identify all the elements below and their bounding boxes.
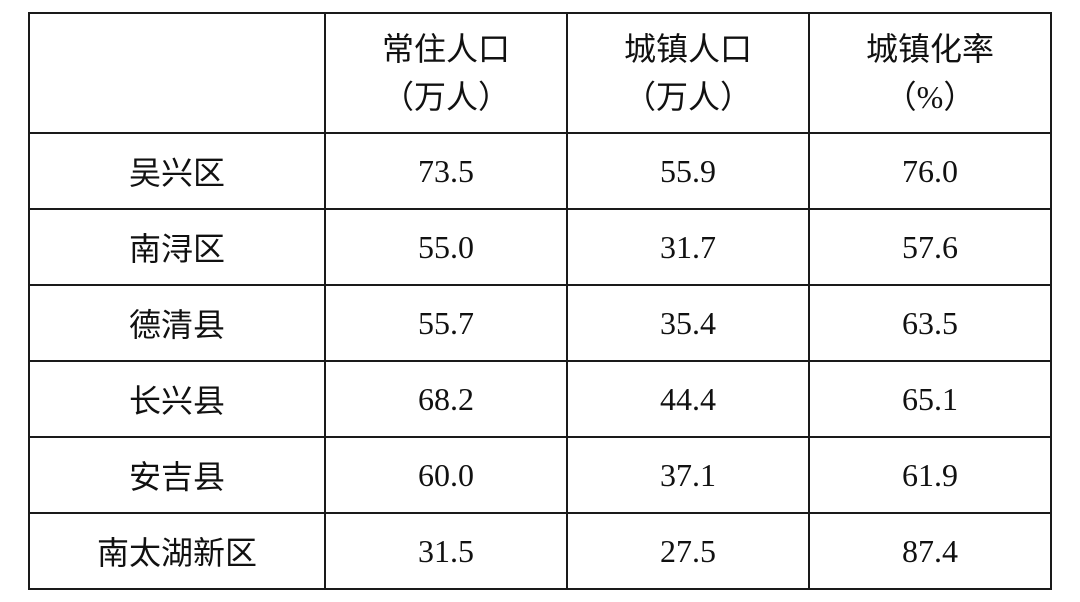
cell-rate: 87.4: [809, 513, 1051, 589]
header-urban: 城镇人口 （万人）: [567, 13, 809, 133]
header-urban-line1: 城镇人口: [568, 25, 808, 73]
population-table-wrapper: 常住人口 （万人） 城镇人口 （万人） 城镇化率 （%） 吴兴区 73.5 55…: [0, 0, 1080, 602]
cell-region: 吴兴区: [29, 133, 325, 209]
header-rate-line1: 城镇化率: [810, 25, 1050, 73]
table-row: 安吉县 60.0 37.1 61.9: [29, 437, 1051, 513]
cell-resident: 68.2: [325, 361, 567, 437]
cell-urban: 35.4: [567, 285, 809, 361]
header-rate-line2: （%）: [810, 73, 1050, 121]
cell-urban: 27.5: [567, 513, 809, 589]
header-resident-line1: 常住人口: [326, 25, 566, 73]
table-row: 吴兴区 73.5 55.9 76.0: [29, 133, 1051, 209]
cell-region: 长兴县: [29, 361, 325, 437]
cell-urban: 31.7: [567, 209, 809, 285]
cell-resident: 31.5: [325, 513, 567, 589]
cell-resident: 60.0: [325, 437, 567, 513]
population-table: 常住人口 （万人） 城镇人口 （万人） 城镇化率 （%） 吴兴区 73.5 55…: [28, 12, 1052, 590]
table-row: 南浔区 55.0 31.7 57.6: [29, 209, 1051, 285]
cell-urban: 55.9: [567, 133, 809, 209]
cell-rate: 63.5: [809, 285, 1051, 361]
cell-region: 南浔区: [29, 209, 325, 285]
cell-resident: 55.0: [325, 209, 567, 285]
header-urban-line2: （万人）: [568, 73, 808, 121]
cell-urban: 44.4: [567, 361, 809, 437]
cell-resident: 73.5: [325, 133, 567, 209]
header-resident: 常住人口 （万人）: [325, 13, 567, 133]
cell-resident: 55.7: [325, 285, 567, 361]
cell-urban: 37.1: [567, 437, 809, 513]
cell-region: 南太湖新区: [29, 513, 325, 589]
table-row: 德清县 55.7 35.4 63.5: [29, 285, 1051, 361]
header-rate: 城镇化率 （%）: [809, 13, 1051, 133]
table-row: 长兴县 68.2 44.4 65.1: [29, 361, 1051, 437]
header-resident-line2: （万人）: [326, 73, 566, 121]
cell-rate: 65.1: [809, 361, 1051, 437]
header-region: [29, 13, 325, 133]
cell-rate: 61.9: [809, 437, 1051, 513]
cell-region: 安吉县: [29, 437, 325, 513]
cell-rate: 57.6: [809, 209, 1051, 285]
cell-region: 德清县: [29, 285, 325, 361]
table-row: 南太湖新区 31.5 27.5 87.4: [29, 513, 1051, 589]
cell-rate: 76.0: [809, 133, 1051, 209]
table-header-row: 常住人口 （万人） 城镇人口 （万人） 城镇化率 （%）: [29, 13, 1051, 133]
